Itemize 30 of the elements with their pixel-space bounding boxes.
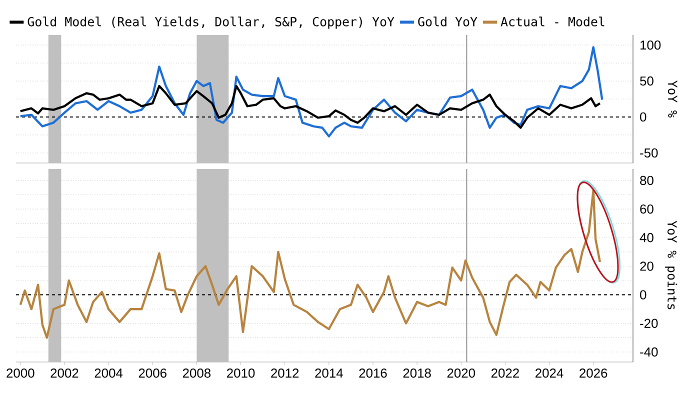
y-tick-label: 80 (640, 176, 654, 186)
x-tick-label: 2006 (138, 368, 166, 378)
x-tick-label: 2022 (491, 368, 519, 378)
y-tick-label: 40 (640, 233, 654, 242)
x-tick-label: 2026 (580, 368, 608, 378)
x-tick-label: 2010 (227, 368, 255, 378)
y-tick-label: 0 (640, 290, 646, 300)
x-tick-label: 2014 (315, 368, 343, 378)
y-axis-title: YoY % points (665, 220, 678, 310)
legend-label: Gold Model (Real Yields, Dollar, S&P, Copper) YoY (28, 16, 394, 29)
x-tick-label: 2004 (94, 368, 123, 378)
y-tick-label: 0 (640, 112, 646, 122)
legend-label: Actual - Model (500, 16, 604, 26)
y-tick-label: 20 (640, 262, 654, 271)
y-tick-label: -20 (640, 318, 658, 328)
y-tick-label: -50 (640, 148, 658, 158)
x-tick-label: 2008 (182, 368, 211, 378)
x-tick-label: 2000 (6, 368, 34, 378)
y-tick-label: 100 (640, 40, 661, 50)
x-tick-label: 2018 (403, 368, 431, 378)
y-tick-label: 50 (640, 76, 654, 86)
x-tick-label: 2016 (359, 368, 387, 378)
x-tick-label: 2020 (447, 368, 476, 378)
y-tick-label: -40 (640, 347, 658, 357)
x-tick-label: 2024 (536, 368, 564, 378)
legend-label: Gold YoY (418, 16, 478, 26)
x-tick-label: 2002 (50, 368, 78, 378)
y-axis-title: YoY % (668, 80, 678, 118)
x-tick-label: 2012 (271, 368, 299, 378)
y-tick-label: 60 (640, 204, 654, 214)
